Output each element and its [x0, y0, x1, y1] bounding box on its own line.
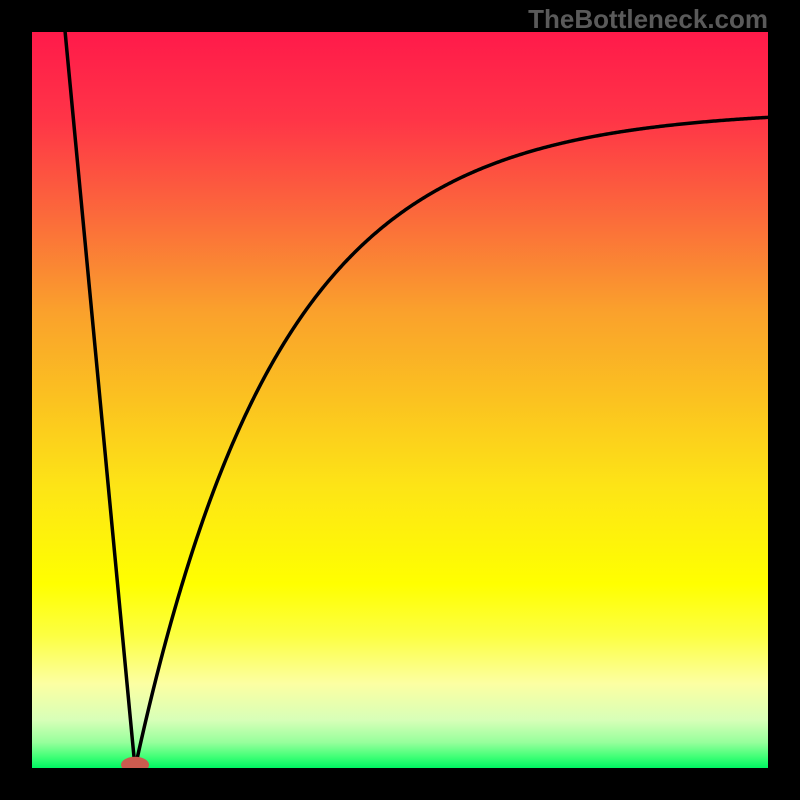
chart-svg	[32, 32, 768, 768]
watermark-text: TheBottleneck.com	[528, 4, 768, 35]
chart-container: { "canvas": { "width": 800, "height": 80…	[0, 0, 800, 800]
gradient-background	[32, 32, 768, 768]
plot-area	[32, 32, 768, 768]
